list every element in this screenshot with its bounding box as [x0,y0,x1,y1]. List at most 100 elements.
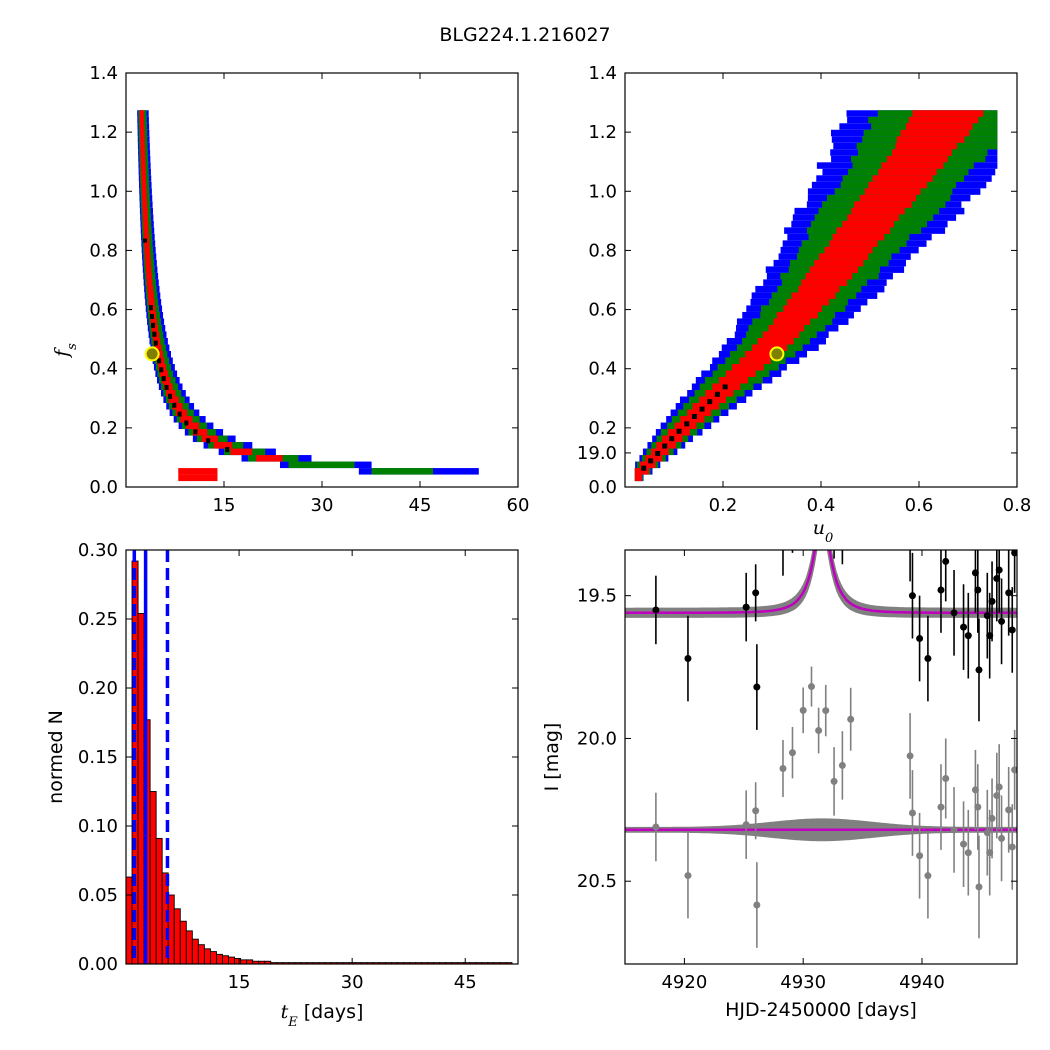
core-cell [699,406,705,412]
density-cell [832,233,885,241]
core-cell [722,384,728,390]
density-cell [699,396,726,404]
histogram-bar [216,953,223,965]
panel-tE-histogram: 15 30 45 0.00 0.05 0.10 0.15 0.20 0.25 0.30 normed… [45,540,519,1030]
axes-frame [624,549,1018,965]
density-cell [141,188,147,195]
residual-point [906,752,914,760]
density-cell [144,253,151,260]
residual-point [960,840,968,848]
residual-point [937,803,945,811]
y-tick-label: 19.5 [577,586,617,607]
histogram-bar [125,876,133,965]
y-tick-label: 20.0 [577,728,617,749]
y-tick-label: 0.20 [78,678,118,699]
x-tick-label: 15 [228,972,251,993]
density-cell [143,227,149,234]
residual-point [742,821,750,829]
x-tick-label: 4930 [780,972,826,993]
density-cell [725,370,756,377]
residual-point [998,834,1006,842]
residual-point [779,764,787,772]
residual-point [684,872,692,880]
density-cell [859,194,916,202]
data-point [752,589,760,597]
histogram-bar [191,938,199,965]
residual-point [1008,843,1016,851]
data-point [908,592,916,600]
density-cell [139,116,145,124]
core-cell [669,436,675,442]
core-cell [225,447,230,453]
core-cell [684,421,690,427]
core-cell [142,238,147,243]
density-cell [829,240,878,247]
residual-point [652,823,660,831]
density-cell [171,403,183,410]
core-cell [151,322,156,328]
residual-point [950,826,958,834]
y-tick-label: 0.00 [78,954,118,975]
density-cell [151,324,159,332]
x-tick-label: 4940 [899,972,945,993]
data-point [1008,626,1016,634]
y-tick-label: 1.4 [588,63,617,84]
residual-point [995,783,1003,791]
density-cell [854,201,912,208]
y-tick-label: 19.0 [577,443,617,464]
y-tick-label: 0.6 [89,300,118,321]
density-cell [719,376,748,384]
data-point [916,635,924,643]
core-cell [691,413,697,419]
density-cell [141,181,147,189]
x-tick-label: 4920 [661,972,707,993]
core-cell [172,402,177,408]
residual-point [1005,806,1013,814]
best-fit-marker [144,346,160,362]
density-cell [687,409,712,417]
residual-point [830,777,838,785]
density-cell [288,461,355,469]
panel-light-curve: 4920 4930 4940 19.0 19.5 20.0 20.5 I [mag] HJD-2… [541,443,1018,1021]
y-tick-label: 1.0 [89,181,118,202]
data-point [924,654,932,662]
x-tick-label: 0.2 [709,495,738,516]
y-tick-label: 0.8 [89,240,118,261]
x-axis-label: HJD-2450000 [days] [725,999,917,1021]
density-cell [145,266,152,273]
density-cell [891,149,952,156]
density-cell [139,110,144,117]
core-cell [152,331,157,337]
density-cell [144,240,150,247]
density-cell [146,279,153,286]
core-cell [177,411,182,417]
data-point [950,609,958,617]
density-cell [146,272,152,280]
density-cell [757,337,794,345]
density-cell [773,318,811,325]
density-cell [634,474,642,482]
y-tick-label: 1.4 [89,63,118,84]
y-axis-label: fs [51,343,80,359]
density-cell [144,246,150,254]
data-point [960,623,968,631]
density-cell [147,292,154,299]
histogram-bar [240,959,248,965]
core-cell [157,358,162,364]
density-cell [180,416,193,423]
density-cell [912,110,984,117]
data-point [942,557,950,565]
density-cell [141,168,146,176]
density-cell [213,442,233,449]
density-cell [140,155,146,163]
density-cell [896,136,965,143]
residual-point [1011,766,1017,774]
density-cell [872,175,933,182]
density-cell [150,318,158,325]
x-tick-label: 0.8 [1003,495,1032,516]
density-cell [847,214,899,221]
density-cell [895,142,957,150]
best-fit-marker [769,346,785,362]
core-cell [707,399,713,405]
x-tick-label: 45 [454,972,477,993]
